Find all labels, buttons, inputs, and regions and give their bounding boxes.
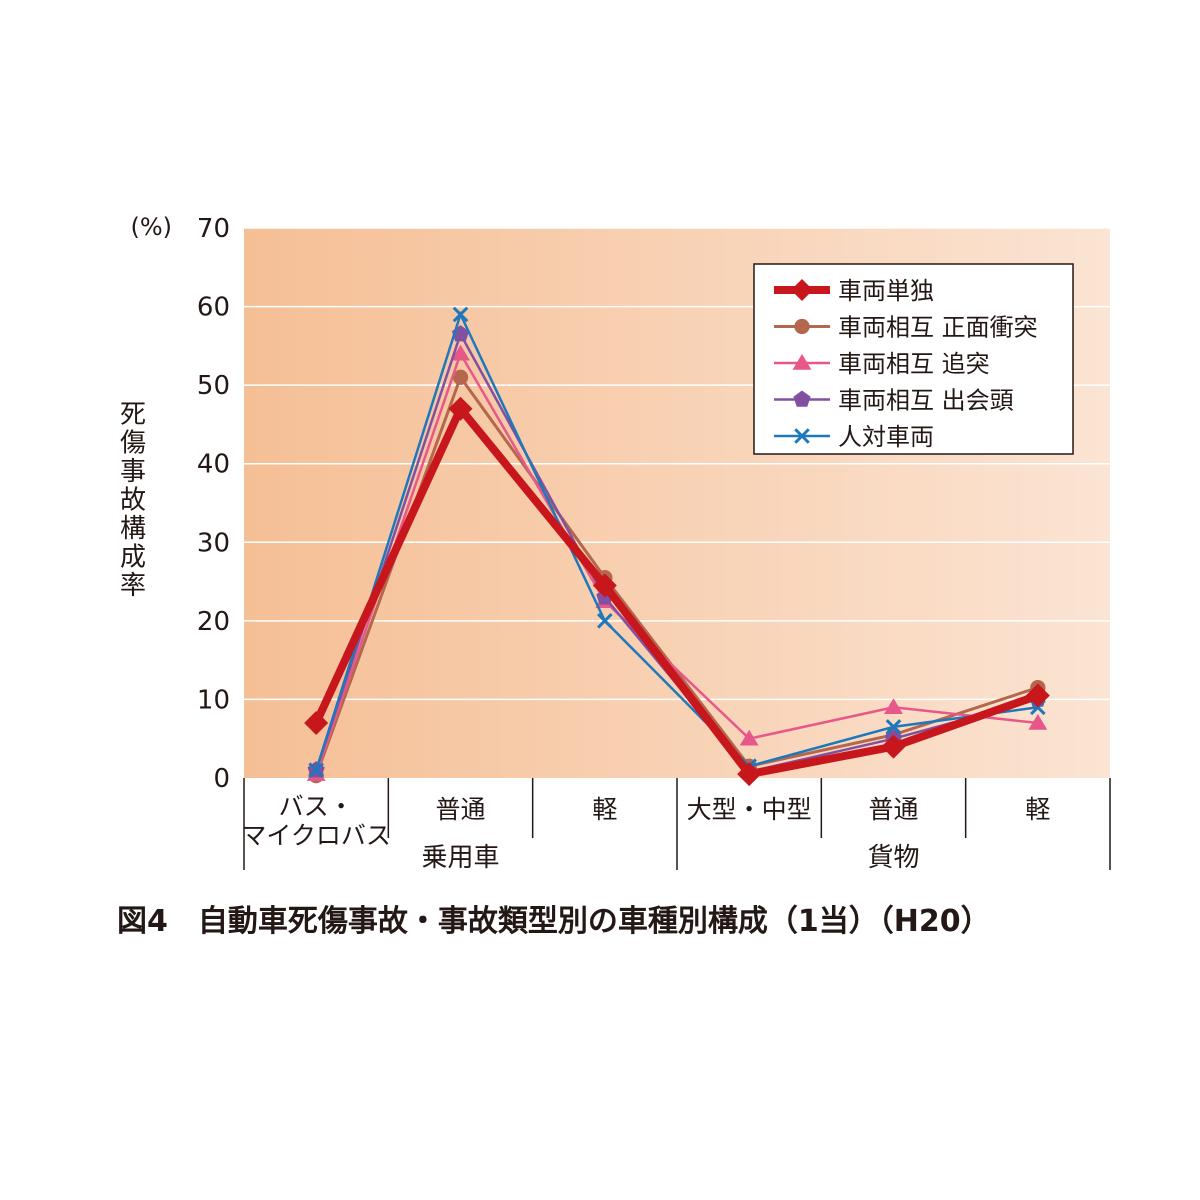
series-line xyxy=(314,374,1039,777)
data-point xyxy=(737,762,762,787)
data-point xyxy=(739,729,759,746)
data-point xyxy=(881,734,906,759)
data-point xyxy=(885,719,902,735)
y-tick-label: 20 xyxy=(197,607,230,637)
y-tick-label: 70 xyxy=(197,214,230,244)
x-category-label: 普通 xyxy=(868,795,918,824)
data-point xyxy=(451,344,470,361)
x-category-label: 軽 xyxy=(1025,795,1050,824)
data-point xyxy=(448,396,473,421)
y-tick-label: 10 xyxy=(197,685,230,715)
data-point xyxy=(884,698,903,715)
y-tick-label: 40 xyxy=(197,450,230,480)
figure-caption: 図4 自動車死傷事故・事故類型別の車種別構成（1当）（H20） xyxy=(117,904,991,939)
data-point xyxy=(1025,683,1050,708)
data-point xyxy=(597,613,613,629)
legend-label: 車両単独 xyxy=(838,277,934,305)
legend-label: 車両相互 出会頭 xyxy=(838,387,1014,415)
data-point xyxy=(794,318,810,335)
y-tick-label: 0 xyxy=(213,764,230,794)
x-category-label: 普通 xyxy=(435,795,485,824)
x-category-label: 軽 xyxy=(592,795,617,824)
series-0 xyxy=(304,396,1050,787)
x-group-label: 貨物 xyxy=(867,843,919,873)
data-point xyxy=(304,711,329,735)
data-point xyxy=(794,428,810,444)
legend-label: 車両相互 正面衝突 xyxy=(838,314,1038,342)
data-point xyxy=(1028,714,1048,730)
series-line xyxy=(312,401,1040,779)
data-point xyxy=(452,369,469,385)
x-category-label: 大型・中型 xyxy=(687,795,812,824)
data-point xyxy=(592,573,617,598)
x-category-label: バス・マイクロバス xyxy=(241,792,391,850)
data-point xyxy=(793,390,811,407)
data-point xyxy=(791,279,813,301)
y-axis-label: 死傷事故構成率 xyxy=(120,400,146,601)
data-point xyxy=(452,306,469,323)
y-tick-label: 30 xyxy=(197,528,230,558)
y-tick-label: 60 xyxy=(197,293,230,323)
series-lines xyxy=(304,306,1050,787)
y-tick-label: 50 xyxy=(197,371,230,401)
y-axis-ticks: 0 10 20 30 40 50 60 70 xyxy=(197,214,230,794)
data-point xyxy=(308,762,324,778)
legend-label: 人対車両 xyxy=(838,423,934,451)
series-line xyxy=(315,350,1038,775)
legend-label: 車両相互 追突 xyxy=(838,350,990,378)
series-line xyxy=(315,310,1038,771)
data-point xyxy=(792,354,812,370)
y-unit: (%) xyxy=(130,213,172,241)
x-group-label: 乗用車 xyxy=(421,843,499,873)
